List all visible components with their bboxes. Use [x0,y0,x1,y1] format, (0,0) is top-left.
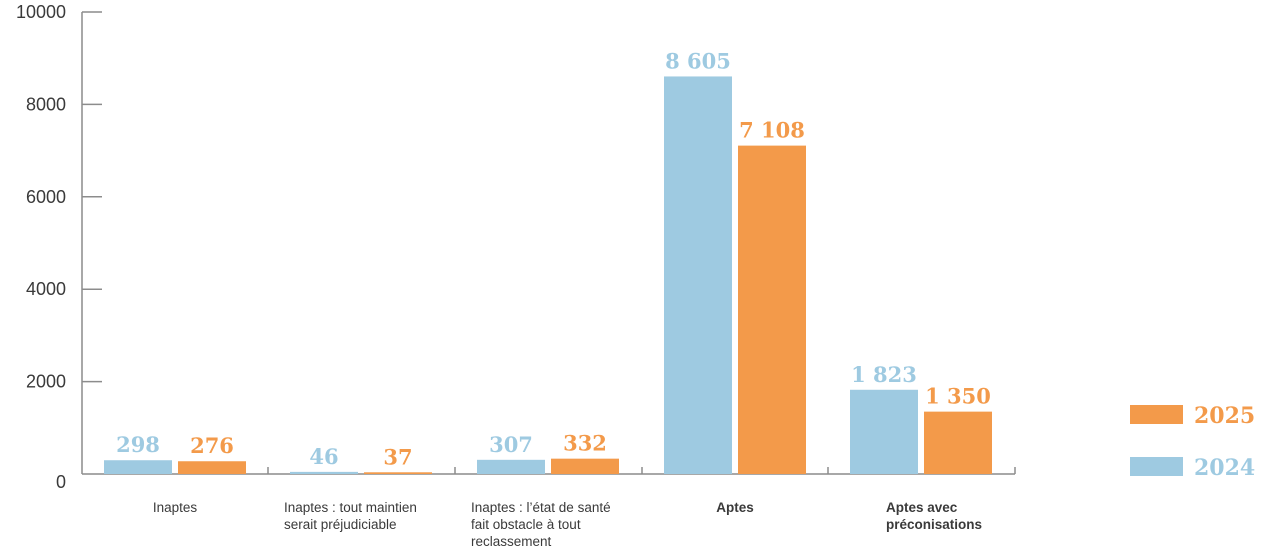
data-label-2025-1: 276 [190,433,234,458]
data-label-2024-2: 46 [309,444,338,469]
legend-swatch-2025 [1130,405,1183,424]
data-label-2024-1: 298 [116,432,160,457]
category-label: Aptes [716,500,754,515]
category-label: Inaptes [153,500,198,515]
data-label-2025-2: 37 [383,444,412,469]
bar-2025-5 [924,411,992,474]
data-label-2025-4: 7 108 [739,118,805,143]
data-label-2025-3: 332 [563,431,607,456]
bar-2025-3 [551,458,619,474]
bar-2024-3 [477,459,545,474]
data-label-2024-4: 8 605 [665,48,731,73]
y-tick-label: 6000 [26,187,66,207]
y-tick-label: 4000 [26,279,66,299]
bar-2024-4 [664,76,732,474]
legend-swatch-2024 [1130,457,1183,476]
bar-2025-1 [178,461,246,474]
category-label: fait obstacle à tout [471,517,581,532]
bar-2024-5 [850,389,918,474]
bar-2024-1 [104,460,172,474]
y-tick-label: 0 [56,472,66,492]
y-tick-label: 10000 [16,2,66,22]
category-label: Inaptes : l’état de santé [471,500,611,515]
y-tick-label: 2000 [26,372,66,392]
bar-2025-4 [738,145,806,474]
legend-label-2025: 2025 [1194,403,1255,429]
category-label: préconisations [886,517,982,532]
bar-2025-2 [364,472,432,474]
data-label-2024-5: 1 823 [851,362,917,387]
category-label: Aptes avec [886,500,958,515]
category-label: reclassement [471,534,552,549]
data-label-2024-3: 307 [489,432,533,457]
category-label: Inaptes : tout maintien [284,500,417,515]
y-tick-label: 8000 [26,94,66,114]
legend-label-2024: 2024 [1194,455,1255,481]
bar-2024-2 [290,471,358,474]
data-label-2025-5: 1 350 [925,384,991,409]
category-label: serait préjudiciable [284,517,397,532]
